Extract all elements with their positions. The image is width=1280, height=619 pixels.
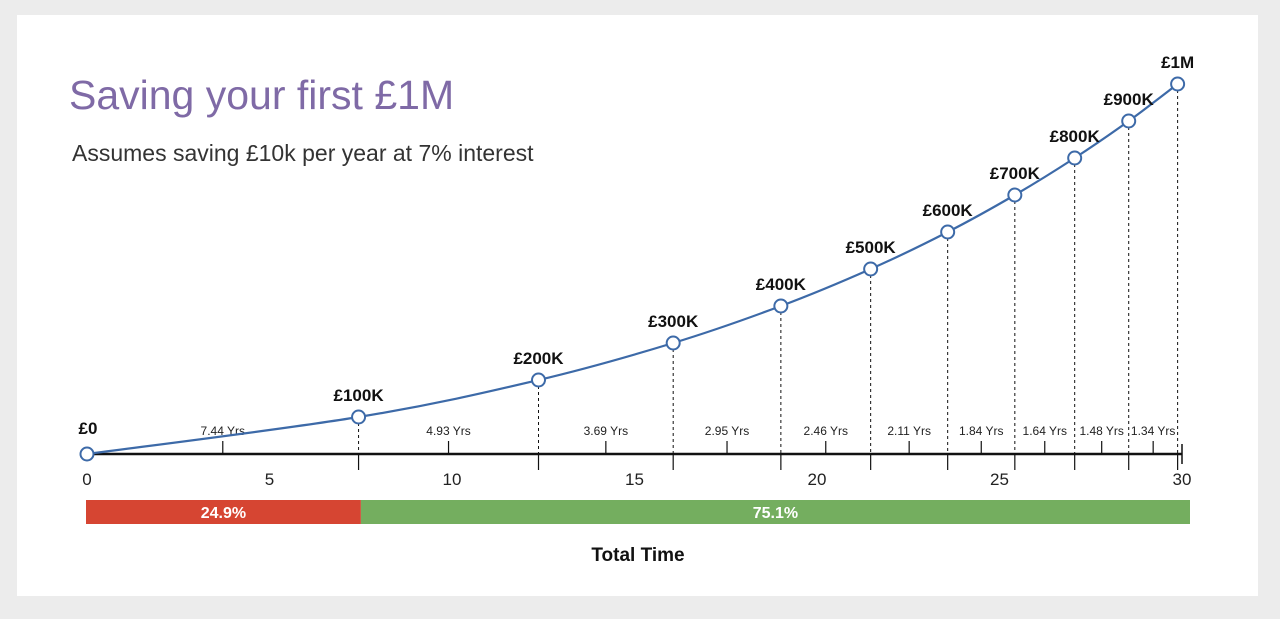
milestone-point	[79, 446, 95, 462]
x-tick-label: 15	[625, 470, 644, 489]
x-tick-label: 5	[265, 470, 274, 489]
savings-curve	[86, 83, 1179, 456]
x-tick-label: 25	[990, 470, 1009, 489]
chart-title: Saving your first £1M	[69, 72, 455, 118]
time-split-label: 75.1%	[753, 505, 798, 522]
x-tick-label: 10	[443, 470, 462, 489]
time-split-bar	[360, 500, 1190, 524]
milestone-label: £800K	[1050, 127, 1101, 146]
milestone-point	[940, 224, 956, 240]
milestone-point	[351, 409, 367, 425]
milestone-point	[1067, 150, 1083, 166]
segment-duration-label: 2.46 Yrs	[804, 424, 848, 438]
segment-duration-label: 4.93 Yrs	[426, 424, 470, 438]
milestone-label: £1M	[1161, 53, 1194, 72]
milestone-label: £100K	[334, 386, 385, 405]
time-split-bar	[86, 500, 361, 524]
milestone-point	[1007, 187, 1023, 203]
segment-duration-label: 1.64 Yrs	[1023, 424, 1067, 438]
x-axis-title: Total Time	[591, 545, 684, 566]
segment-duration-label: 2.95 Yrs	[705, 424, 749, 438]
x-tick-label: 0	[82, 470, 91, 489]
milestone-point	[863, 261, 879, 277]
segment-duration-label: 1.84 Yrs	[959, 424, 1003, 438]
milestone-label: £200K	[513, 349, 564, 368]
milestone-label: £500K	[846, 238, 897, 257]
segment-duration-label: 2.11 Yrs	[887, 424, 931, 438]
milestone-label: £300K	[648, 312, 699, 331]
milestone-point	[531, 372, 547, 388]
milestone-point	[1170, 76, 1186, 92]
x-tick-label: 20	[808, 470, 827, 489]
segment-duration-label: 3.69 Yrs	[584, 424, 628, 438]
milestone-label: £0	[79, 419, 98, 438]
milestone-label: £900K	[1104, 90, 1155, 109]
milestone-label: £700K	[990, 164, 1041, 183]
chart-subtitle: Assumes saving £10k per year at 7% inter…	[72, 140, 534, 166]
chart-card	[17, 15, 1258, 596]
milestone-label: £600K	[923, 201, 974, 220]
milestone-point	[773, 298, 789, 314]
segment-duration-label: 1.48 Yrs	[1079, 424, 1123, 438]
x-tick-label: 30	[1173, 470, 1192, 489]
milestone-point	[665, 335, 681, 351]
milestone-point	[1121, 113, 1137, 129]
time-split-label: 24.9%	[201, 505, 246, 522]
segment-duration-label: 1.34 Yrs	[1131, 424, 1175, 438]
milestone-label: £400K	[756, 275, 807, 294]
